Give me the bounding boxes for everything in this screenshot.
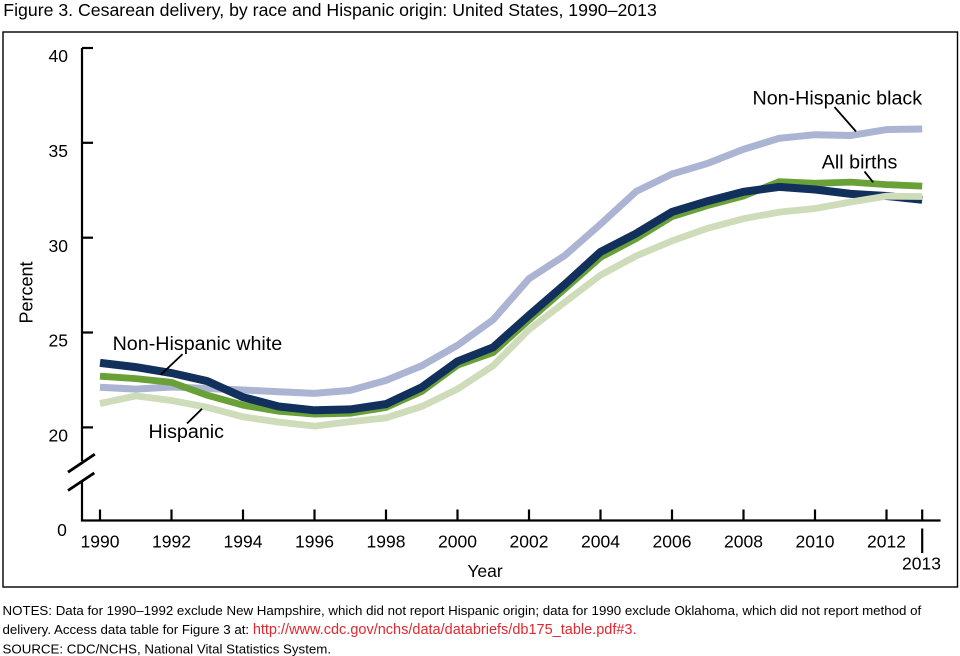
svg-text:NOTES: Data for 1990–1992 excl: NOTES: Data for 1990–1992 exclude New Ha… (3, 603, 922, 618)
svg-text:Percent: Percent (16, 261, 36, 323)
svg-text:40: 40 (49, 46, 69, 66)
svg-text:2000: 2000 (438, 532, 477, 552)
svg-text:2004: 2004 (581, 532, 620, 552)
svg-text:2010: 2010 (796, 532, 835, 552)
svg-text:1990: 1990 (81, 532, 120, 552)
svg-text:2008: 2008 (724, 532, 763, 552)
svg-text:20: 20 (49, 426, 69, 446)
svg-text:2012: 2012 (867, 532, 906, 552)
svg-text:Non-Hispanic black: Non-Hispanic black (753, 87, 923, 109)
svg-text:Year: Year (467, 561, 503, 581)
svg-text:30: 30 (49, 236, 69, 256)
svg-text:Hispanic: Hispanic (149, 421, 225, 443)
svg-text:0: 0 (57, 520, 67, 540)
svg-text:2013: 2013 (902, 554, 941, 574)
svg-text:2002: 2002 (510, 532, 549, 552)
svg-text:2006: 2006 (653, 532, 692, 552)
svg-text:delivery. Access data table fo: delivery. Access data table for Figure 3… (3, 622, 637, 638)
svg-text:1998: 1998 (367, 532, 406, 552)
svg-text:Figure 3. Cesarean delivery, b: Figure 3. Cesarean delivery, by race and… (3, 0, 657, 20)
svg-text:25: 25 (49, 331, 68, 351)
svg-text:1992: 1992 (152, 532, 191, 552)
svg-text:Non-Hispanic white: Non-Hispanic white (113, 333, 283, 355)
svg-text:35: 35 (49, 141, 68, 161)
svg-text:All births: All births (822, 152, 898, 174)
svg-text:1994: 1994 (224, 532, 263, 552)
svg-text:SOURCE: CDC/NCHS, National Vit: SOURCE: CDC/NCHS, National Vital Statist… (3, 641, 332, 656)
svg-text:1996: 1996 (295, 532, 334, 552)
